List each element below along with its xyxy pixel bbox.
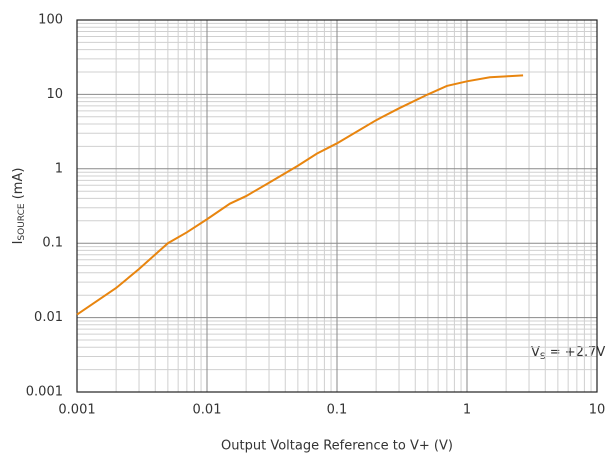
y-tick-label: 0.001	[26, 385, 63, 400]
annotation-main: V	[531, 345, 540, 360]
y-tick-label: 1	[55, 161, 63, 176]
x-tick-label: 0.01	[193, 403, 222, 418]
y-tick-label: 0.1	[42, 236, 63, 251]
y-label-sub: SOURCE	[17, 203, 27, 240]
y-tick-label: 0.01	[34, 310, 63, 325]
y-axis-label: ISOURCE (mA)	[11, 168, 27, 245]
line-series	[76, 74, 524, 316]
x-tick-label: 10	[589, 403, 606, 418]
annotation-rest: = +2.7V	[546, 345, 606, 360]
y-label-main: I	[11, 241, 26, 245]
x-tick-label: 0.001	[58, 403, 95, 418]
x-tick-label: 0.1	[327, 403, 348, 418]
y-tick-label: 100	[38, 13, 63, 28]
y-tick-label: 10	[46, 87, 63, 102]
x-tick-label: 1	[463, 403, 471, 418]
y-label-rest: (mA)	[11, 168, 26, 204]
x-axis-label: Output Voltage Reference to V+ (V)	[221, 439, 453, 454]
plot-frame	[76, 19, 598, 393]
